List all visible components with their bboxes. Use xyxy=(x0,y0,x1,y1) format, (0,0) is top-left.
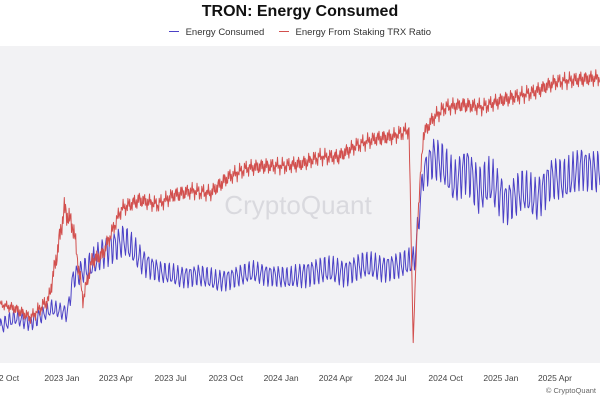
series-layer xyxy=(0,69,600,344)
x-tick-label: 2025 Jan xyxy=(483,373,518,383)
x-tick-label: 2024 Jul xyxy=(374,373,406,383)
x-tick-label: 2024 Apr xyxy=(319,373,353,383)
x-tick-label: 2023 Apr xyxy=(99,373,133,383)
series-line-energy-consumed xyxy=(0,138,600,333)
legend-item-staking-ratio[interactable]: Energy From Staking TRX Ratio xyxy=(278,27,432,38)
chart-title: TRON: Energy Consumed xyxy=(201,3,399,20)
x-tick-label: 2024 Oct xyxy=(428,373,463,383)
x-tick-label: 2023 Jan xyxy=(44,373,79,383)
legend-label-energy-consumed: Energy Consumed xyxy=(185,27,265,38)
x-tick-label: 2023 Oct xyxy=(209,373,244,383)
watermark: CryptoQuant xyxy=(224,190,372,220)
legend-item-energy-consumed[interactable]: Energy Consumed xyxy=(168,27,265,38)
legend: Energy Consumed Energy From Staking TRX … xyxy=(0,27,600,38)
legend-label-staking-ratio: Energy From Staking TRX Ratio xyxy=(295,27,432,38)
legend-swatch-energy-consumed xyxy=(168,30,179,32)
credit: © CryptoQuant xyxy=(546,386,597,395)
x-tick-label: 22 Oct xyxy=(0,373,20,383)
x-tick-label: 2024 Jan xyxy=(264,373,299,383)
legend-swatch-staking-ratio xyxy=(278,30,289,32)
x-tick-label: 2025 Apr xyxy=(538,373,572,383)
x-axis-ticks: 22 Oct 2023 Jan 2023 Apr 2023 Jul 2023 Oct 20… xyxy=(0,373,572,383)
x-tick-label: 2023 Jul xyxy=(155,373,187,383)
series-line-staking-ratio xyxy=(0,69,600,344)
